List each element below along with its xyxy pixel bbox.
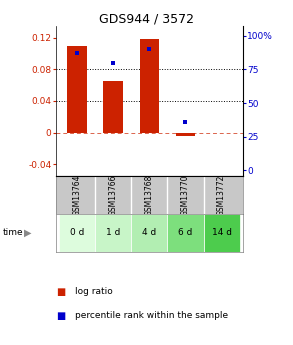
Text: GSM13770: GSM13770: [181, 174, 190, 216]
Text: 4 d: 4 d: [142, 228, 156, 237]
Text: ■: ■: [56, 311, 65, 321]
Bar: [103, 81, 123, 132]
Text: ■: ■: [56, 287, 65, 296]
Text: GSM13772: GSM13772: [217, 174, 226, 216]
Text: ▶: ▶: [24, 228, 32, 238]
Text: log ratio: log ratio: [75, 287, 113, 296]
Text: 0 d: 0 d: [70, 228, 84, 237]
Text: percentile rank within the sample: percentile rank within the sample: [75, 311, 228, 320]
Bar: [168, 214, 204, 252]
Text: 14 d: 14 d: [212, 228, 231, 237]
Bar: [139, 39, 159, 132]
Text: 6 d: 6 d: [178, 228, 193, 237]
Bar: [95, 214, 131, 252]
Text: 1 d: 1 d: [106, 228, 120, 237]
Bar: [131, 214, 168, 252]
Text: GSM13766: GSM13766: [109, 174, 118, 216]
Text: GSM13764: GSM13764: [73, 174, 82, 216]
Text: GSM13768: GSM13768: [145, 174, 154, 216]
Text: time: time: [3, 228, 23, 237]
Bar: [67, 46, 87, 132]
Text: GDS944 / 3572: GDS944 / 3572: [99, 12, 194, 25]
Bar: [204, 214, 240, 252]
Bar: [176, 132, 195, 137]
Bar: [59, 214, 95, 252]
